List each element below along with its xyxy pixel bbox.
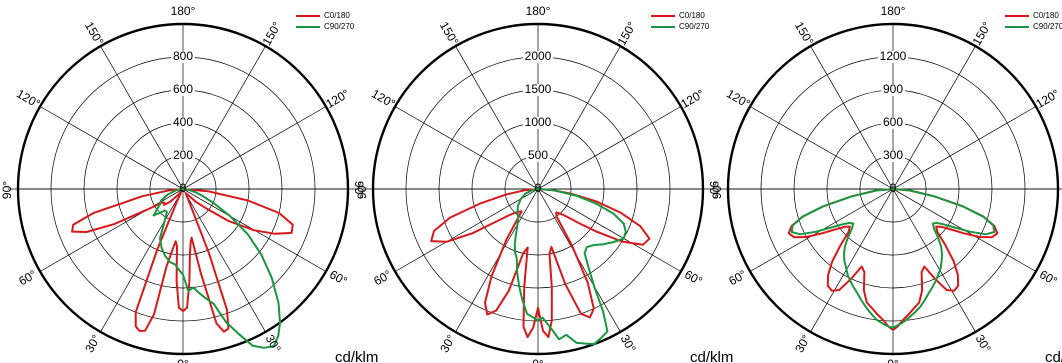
angle-label-0: 0°	[177, 357, 189, 363]
ring-label-bg	[522, 51, 554, 63]
curve-c90-270	[513, 188, 627, 345]
angle-label-90-left: 90°	[710, 181, 724, 199]
legend-label: C90/270	[324, 22, 355, 31]
ring-value-label: 400	[173, 115, 193, 129]
ring-label-bg	[522, 117, 554, 129]
ring-value-label: 500	[528, 148, 548, 162]
angle-label-30-right: 30°	[973, 332, 994, 355]
angle-label-180: 180°	[526, 4, 551, 18]
angle-label-90-left: 90°	[355, 181, 369, 199]
ring-label-bg	[522, 84, 554, 96]
curve-c0-180	[787, 188, 999, 331]
angle-label-60-right: 60°	[327, 267, 350, 288]
ring-value-label: 1200	[880, 49, 907, 63]
angle-label-180: 180°	[171, 4, 196, 18]
legend-label: C0/180	[679, 11, 705, 20]
ring-value-label: 800	[173, 49, 193, 63]
angle-label-60-left: 60°	[726, 267, 749, 288]
angle-label-120-right: 120°	[323, 86, 352, 111]
ring-value-label: 1500	[525, 82, 552, 96]
angle-label-150-right: 150°	[260, 19, 285, 48]
angle-label-150-right: 150°	[970, 19, 995, 48]
angle-label-60-left: 60°	[371, 267, 394, 288]
polar-chart-2: 0500100015002000180°0°90°90°150°150°120°…	[355, 4, 733, 363]
ring-label-bg	[881, 150, 905, 162]
legend-label: C90/270	[1033, 22, 1062, 31]
curve-c0-180	[71, 188, 294, 333]
outer-ring	[726, 22, 1060, 356]
ring-label-bg	[171, 150, 195, 162]
angle-label-120-right: 120°	[1033, 86, 1062, 111]
polar-chart-1: 0200400600800180°0°90°90°150°150°120°120…	[0, 4, 378, 363]
ring-value-label: 900	[883, 82, 903, 96]
angle-label-30-right: 30°	[618, 332, 639, 355]
angle-label-30-left: 30°	[792, 332, 813, 355]
ring-value-label: 0	[535, 181, 542, 195]
unit-label: cd/klm	[335, 349, 378, 363]
ring-value-label: 600	[173, 82, 193, 96]
ring-value-label: 200	[173, 148, 193, 162]
angle-label-30-right: 30°	[263, 332, 284, 355]
unit-label: cd/klm	[690, 349, 733, 363]
curve-c0-180	[430, 188, 651, 339]
ring-value-label: 0	[890, 181, 897, 195]
legend-label: C0/180	[324, 11, 350, 20]
angle-label-60-right: 60°	[1037, 267, 1060, 288]
ring-value-label: 1000	[525, 115, 552, 129]
ring-value-label: 0	[180, 181, 187, 195]
outer-ring	[371, 22, 705, 356]
ring-label-bg	[877, 51, 909, 63]
angle-label-60-right: 60°	[682, 267, 705, 288]
ring-value-label: 2000	[525, 49, 552, 63]
angle-label-150-right: 150°	[615, 19, 640, 48]
angle-label-180: 180°	[881, 4, 906, 18]
ring-value-label: 600	[883, 115, 903, 129]
legend-label: C90/270	[679, 22, 710, 31]
angle-label-30-left: 30°	[82, 332, 103, 355]
ring-label-bg	[171, 84, 195, 96]
angle-label-90-right: 90°	[707, 181, 721, 199]
angle-label-30-left: 30°	[437, 332, 458, 355]
ring-value-label: 300	[883, 148, 903, 162]
angle-label-90-left: 90°	[0, 181, 14, 199]
angle-label-60-left: 60°	[16, 267, 39, 288]
unit-label: cd/klm	[1045, 349, 1062, 363]
curve-c90-270	[152, 188, 281, 349]
legend-label: C0/180	[1033, 11, 1059, 20]
ring-label-bg	[881, 84, 905, 96]
angle-label-120-right: 120°	[678, 86, 707, 111]
angle-label-90-right: 90°	[352, 181, 366, 199]
curve-c90-270	[790, 188, 996, 329]
outer-ring	[16, 22, 350, 356]
ring-label-bg	[171, 117, 195, 129]
ring-label-bg	[881, 117, 905, 129]
ring-label-bg	[171, 51, 195, 63]
polar-chart-3: 03006009001200180°0°90°90°150°150°120°12…	[710, 4, 1062, 363]
angle-label-0: 0°	[532, 357, 544, 363]
angle-label-0: 0°	[887, 357, 899, 363]
ring-label-bg	[526, 150, 550, 162]
